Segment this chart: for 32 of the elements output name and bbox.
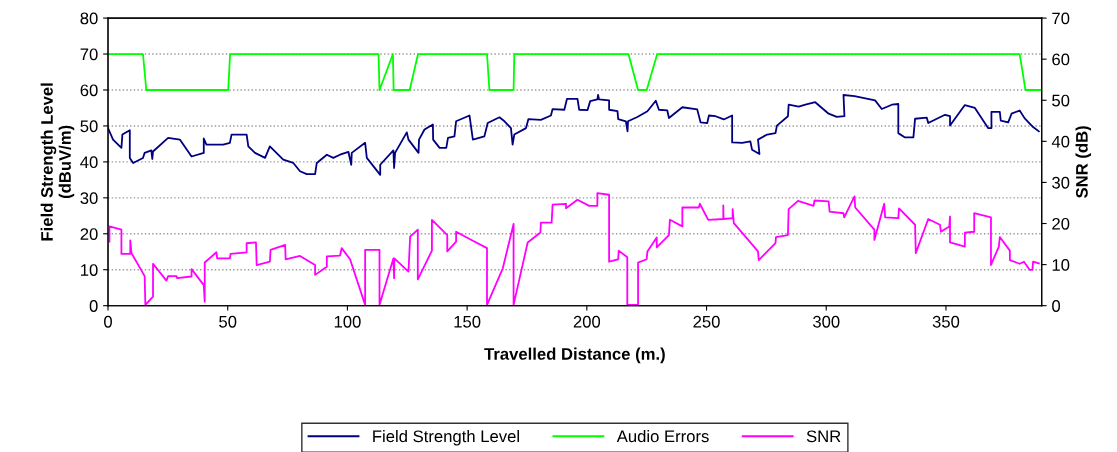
- y2-tick-label: 0: [1052, 300, 1061, 312]
- x-tick-label: 200: [573, 315, 601, 328]
- y-tick-label: 70: [80, 48, 98, 61]
- y2-tick-label: 30: [1052, 176, 1070, 189]
- x-tick-label: 0: [104, 315, 112, 328]
- x-tick-label: 350: [932, 315, 960, 328]
- y2-tick-label: 50: [1052, 94, 1070, 107]
- y-tick-label: 20: [80, 228, 98, 240]
- y-tick-label: 0: [89, 300, 98, 312]
- line-series: [108, 94, 1040, 176]
- y-tick-label: 30: [80, 192, 98, 205]
- x-tick-label: 150: [454, 315, 481, 328]
- legend-label: Field Strength Level: [373, 429, 519, 446]
- y2-axis-title: SNR (dB): [1075, 126, 1092, 198]
- y-axis-title: Field Strength Level (dBuV/m): [40, 83, 75, 241]
- y-tick-label: 80: [80, 12, 98, 25]
- y2-tick-label: 20: [1052, 217, 1070, 230]
- x-axis-title: Travelled Distance (m.): [484, 347, 665, 364]
- x-tick-label: 100: [334, 315, 361, 328]
- x-tick-label: 300: [812, 315, 840, 328]
- y-tick-label: 10: [81, 264, 98, 276]
- y2-tick-label: 10: [1052, 259, 1070, 271]
- x-tick-label: 50: [219, 315, 237, 328]
- x-tick-label: 250: [693, 315, 720, 328]
- legend-label: Audio Errors: [616, 429, 709, 443]
- y2-tick-label: 40: [1051, 135, 1070, 148]
- y2-tick-label: 60: [1052, 53, 1070, 66]
- y-tick-label: 60: [80, 84, 98, 97]
- y-tick-label: 50: [80, 120, 98, 133]
- legend-label: SNR: [806, 430, 841, 443]
- y2-tick-label: 70: [1052, 12, 1070, 25]
- y-tick-label: 40: [80, 156, 98, 169]
